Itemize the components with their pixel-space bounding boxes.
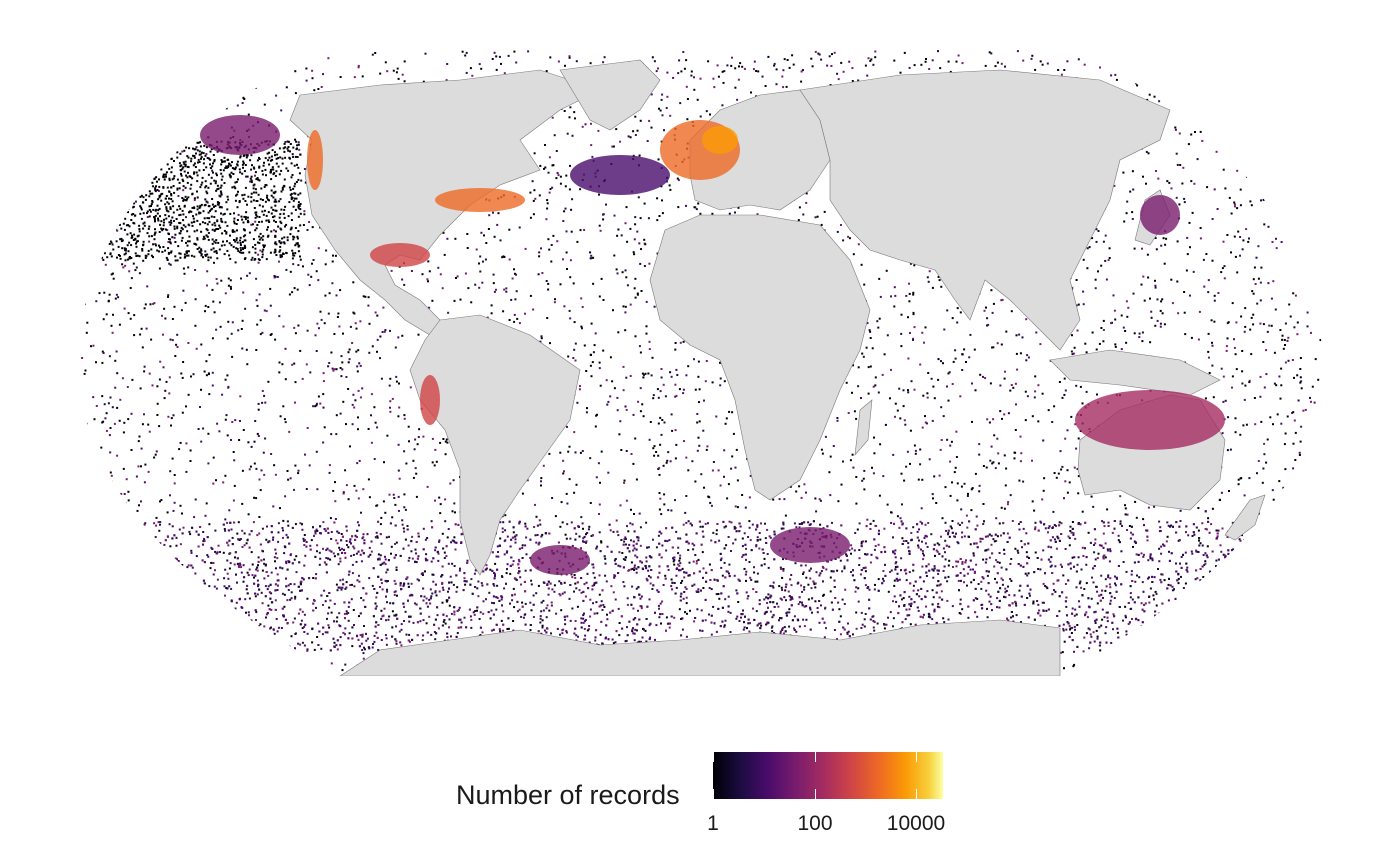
hotspot-north-sea-core: [702, 126, 738, 154]
hotspot-alaska: [200, 115, 280, 155]
hotspot-southern-ocean: [770, 527, 850, 563]
legend-colorbar: [713, 752, 943, 799]
hotspot-south-america-west: [420, 375, 440, 425]
hotspot-us-east-coast: [435, 188, 525, 212]
land-antarctica: [338, 619, 1061, 676]
legend-title: Number of records: [456, 780, 680, 810]
land-new-zealand: [1224, 494, 1266, 541]
hotspot-drake-passage: [530, 545, 590, 575]
land-madagascar: [854, 399, 873, 456]
land-europe: [689, 89, 831, 211]
legend-tick-1: [713, 752, 714, 762]
legend-tick-100: [815, 752, 816, 762]
legend: [0, 740, 1400, 860]
map-svg: [80, 50, 1322, 676]
hotspot-australia: [1075, 390, 1225, 450]
land-south-america: [409, 314, 581, 576]
hotspot-japan: [1140, 195, 1180, 235]
legend-tick-10000-bottom: [916, 789, 917, 799]
hotspot-layer: [200, 115, 1225, 575]
legend-tick-label-1: 1: [707, 812, 719, 835]
legend-tick-100-bottom: [815, 789, 816, 799]
legend-tick-label-10000: 10000: [886, 812, 946, 835]
hotspot-north-atlantic: [570, 155, 670, 195]
legend-tick-1-bottom: [713, 789, 714, 799]
land-asia: [799, 69, 1171, 351]
world-map: [80, 50, 1322, 676]
legend-tick-label-100: 100: [797, 812, 833, 835]
hotspot-us-west-coast: [307, 130, 323, 190]
land-indonesia: [1049, 349, 1221, 396]
hotspot-gulf-of-mexico: [370, 243, 430, 267]
land-greenland: [559, 59, 661, 131]
legend-tick-10000: [916, 752, 917, 762]
land-layer: [289, 59, 1266, 676]
land-africa: [649, 214, 871, 501]
